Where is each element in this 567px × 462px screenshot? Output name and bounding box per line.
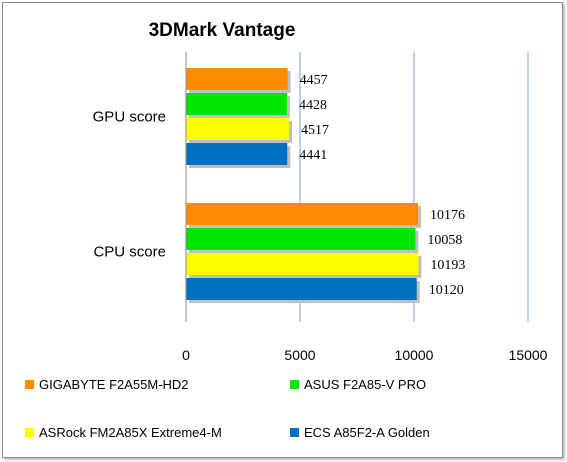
data-label: 4457 (300, 73, 328, 88)
axes: 0 5000 10000 15000 GPU score CPU score (93, 52, 548, 363)
bar (186, 118, 289, 140)
chart-title: 3DMark Vantage (149, 20, 296, 41)
x-tick-label: 10000 (395, 347, 434, 363)
bar (186, 203, 419, 225)
category-label: CPU score (93, 244, 166, 261)
bar (186, 68, 288, 90)
data-label: 4517 (301, 123, 329, 138)
legend-label: ASUS F2A85-V PRO (304, 377, 426, 392)
legend-swatch (25, 428, 34, 437)
legend-swatch (290, 428, 299, 437)
x-tick-label: 15000 (509, 347, 548, 363)
bar (186, 228, 416, 250)
bar (186, 93, 287, 115)
data-label: 10120 (429, 283, 464, 298)
bars (186, 68, 422, 303)
legend-swatch (25, 380, 34, 389)
data-labels: 4457 4428 4517 4441 10176 10058 10193 10120 (299, 73, 465, 298)
data-label: 10058 (427, 233, 462, 248)
legend-label: ASRock FM2A85X Extreme4-M (39, 425, 222, 440)
data-label: 10176 (430, 208, 465, 223)
data-label: 4428 (299, 98, 327, 113)
x-tick-label: 5000 (284, 347, 315, 363)
bar (186, 253, 419, 275)
legend-label: ECS A85F2-A Golden (304, 425, 430, 440)
legend-swatch (290, 380, 299, 389)
data-label: 10193 (430, 258, 465, 273)
category-label: GPU score (93, 109, 166, 126)
bar (186, 278, 417, 300)
x-tick-label: 0 (182, 347, 190, 363)
legend-label: GIGABYTE F2A55M-HD2 (39, 377, 189, 392)
data-label: 4441 (299, 148, 327, 163)
bar (186, 143, 288, 165)
legend: GIGABYTE F2A55M-HD2 ASUS F2A85-V PRO ASRoc… (25, 377, 430, 440)
